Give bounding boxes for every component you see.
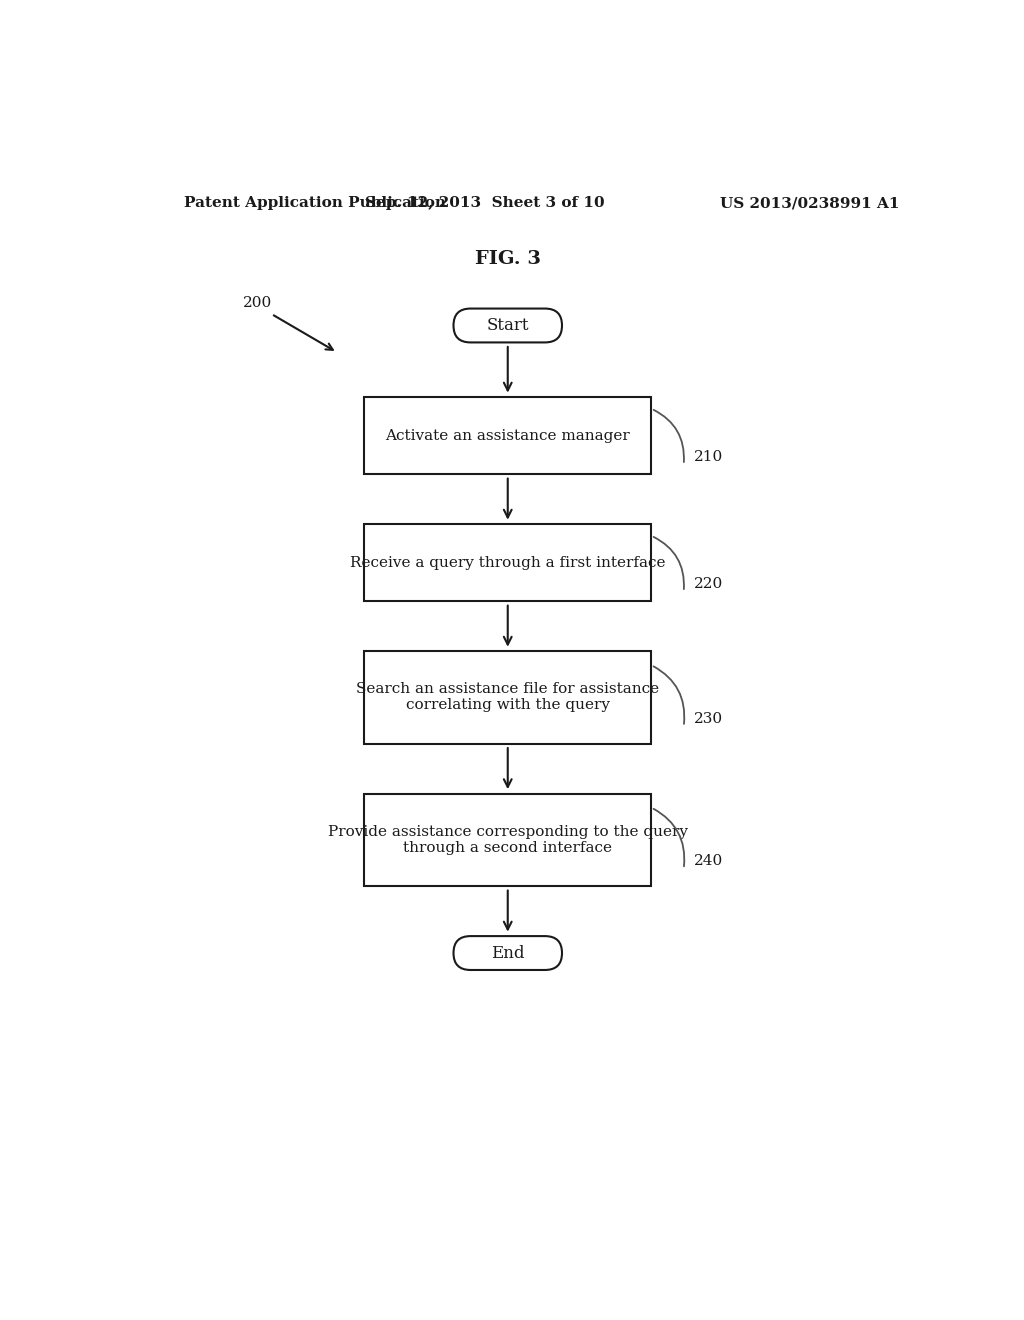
Text: US 2013/0238991 A1: US 2013/0238991 A1 (720, 197, 900, 210)
FancyBboxPatch shape (365, 651, 651, 743)
FancyBboxPatch shape (365, 524, 651, 601)
Text: Receive a query through a first interface: Receive a query through a first interfac… (350, 556, 666, 570)
Text: Search an assistance file for assistance
correlating with the query: Search an assistance file for assistance… (356, 682, 659, 713)
Text: 220: 220 (693, 577, 723, 591)
Text: End: End (490, 945, 524, 961)
Text: Provide assistance corresponding to the query
through a second interface: Provide assistance corresponding to the … (328, 825, 688, 855)
Text: Start: Start (486, 317, 529, 334)
Text: 200: 200 (243, 296, 272, 310)
Text: FIG. 3: FIG. 3 (475, 249, 541, 268)
Text: 240: 240 (693, 854, 723, 869)
FancyBboxPatch shape (365, 397, 651, 474)
FancyBboxPatch shape (454, 936, 562, 970)
FancyBboxPatch shape (365, 793, 651, 886)
Text: 230: 230 (693, 711, 723, 726)
Text: Activate an assistance manager: Activate an assistance manager (385, 429, 630, 442)
Text: Patent Application Publication: Patent Application Publication (183, 197, 445, 210)
FancyBboxPatch shape (454, 309, 562, 342)
Text: Sep. 12, 2013  Sheet 3 of 10: Sep. 12, 2013 Sheet 3 of 10 (365, 197, 604, 210)
Text: 210: 210 (693, 450, 723, 465)
